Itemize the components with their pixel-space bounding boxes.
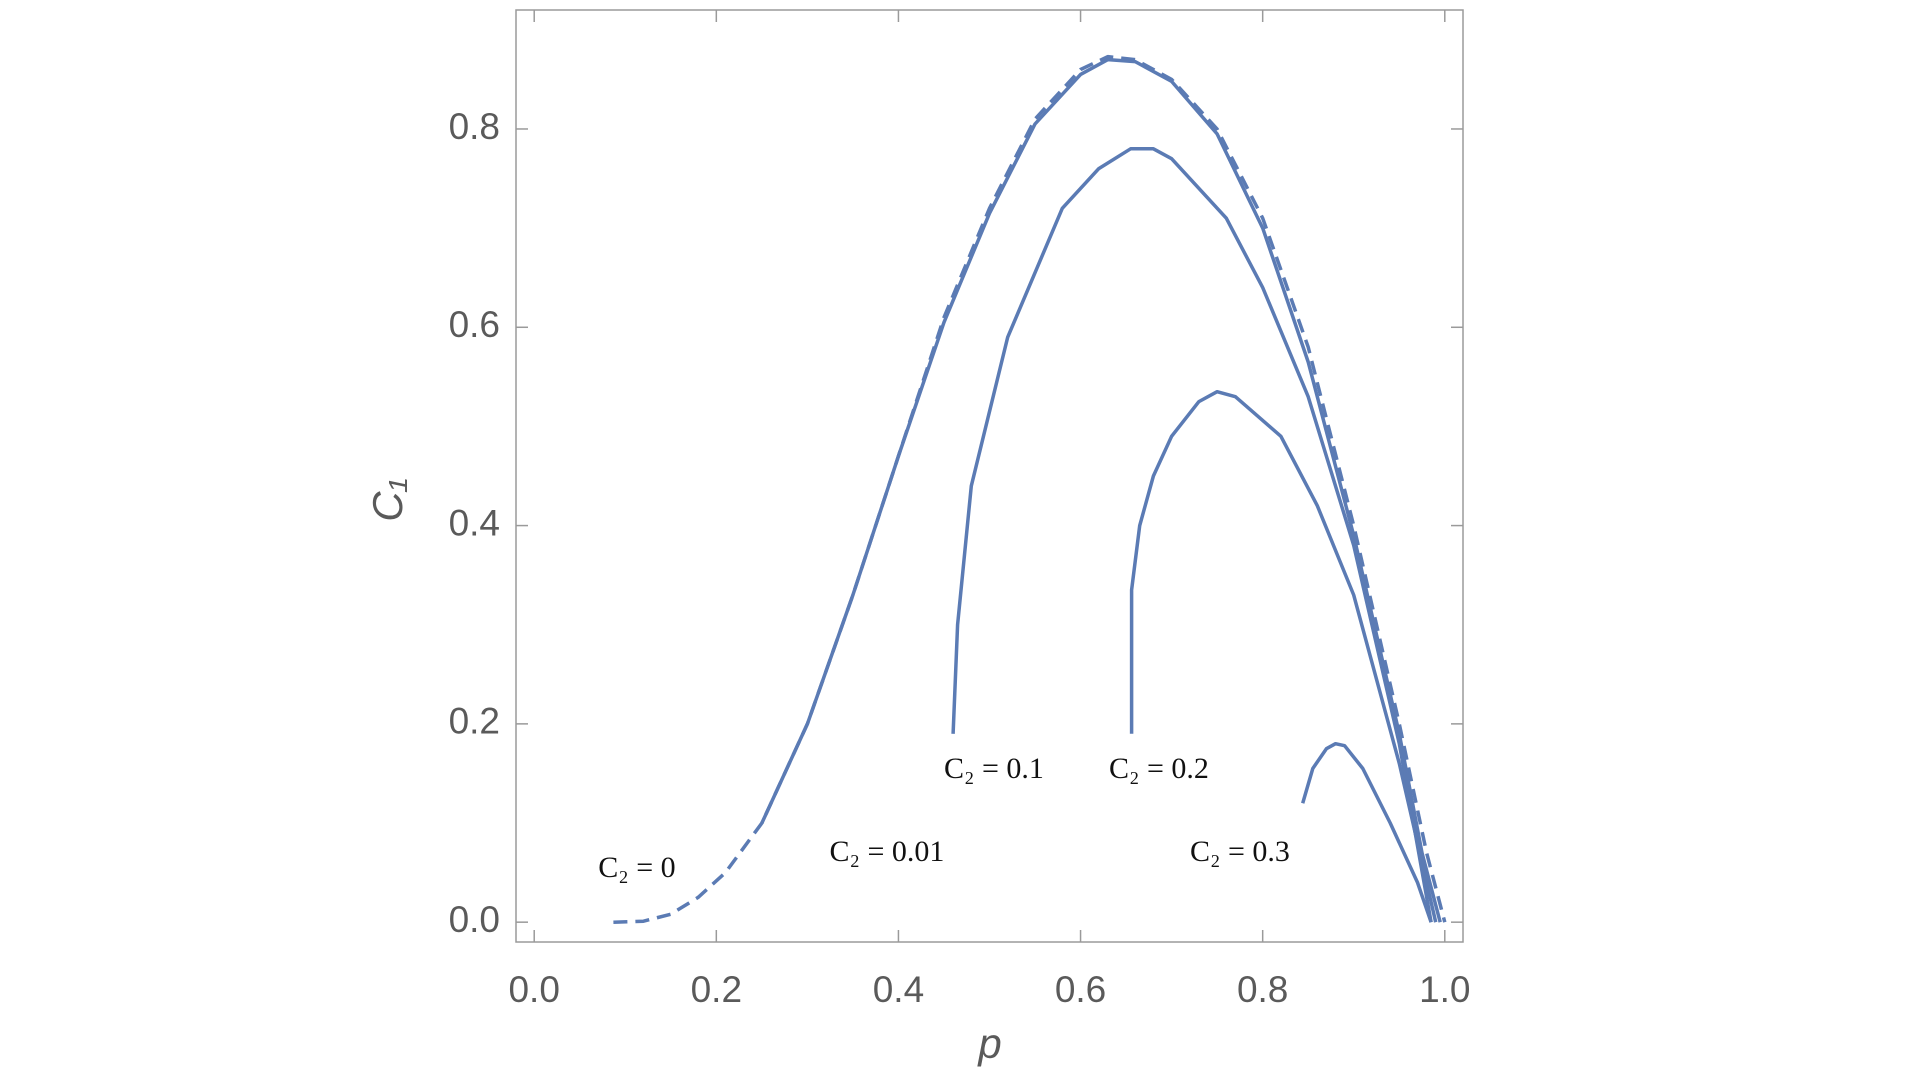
y-tick-label: 0.4 [449,502,500,543]
series-annotation: C₂ = 0.1 [944,752,1044,785]
x-axis-label: p [976,1020,1001,1067]
x-tick-label: 0.8 [1237,969,1288,1010]
series-annotation: C₂ = 0 [598,851,675,884]
series-annotation: C₂ = 0.2 [1109,752,1209,785]
y-tick-label: 0.6 [449,304,500,345]
series-annotation: C₂ = 0.01 [830,835,945,868]
series-line [760,57,1442,923]
series-line [1129,389,1438,923]
x-tick-label: 1.0 [1419,969,1470,1010]
series-line [613,54,1447,924]
series-line [951,147,1433,923]
x-tick-label: 0.0 [508,969,559,1010]
x-tick-label: 0.2 [691,969,742,1010]
y-tick-label: 0.2 [449,701,500,742]
y-tick-label: 0.8 [449,106,500,147]
x-tick-label: 0.6 [1055,969,1106,1010]
y-tick-label: 0.0 [449,899,500,940]
y-axis-label: C₁ [364,478,411,522]
x-tick-label: 0.4 [873,969,924,1010]
plot-frame [515,9,1464,943]
series-annotation: C₂ = 0.3 [1190,835,1290,868]
series-line [1301,741,1433,923]
